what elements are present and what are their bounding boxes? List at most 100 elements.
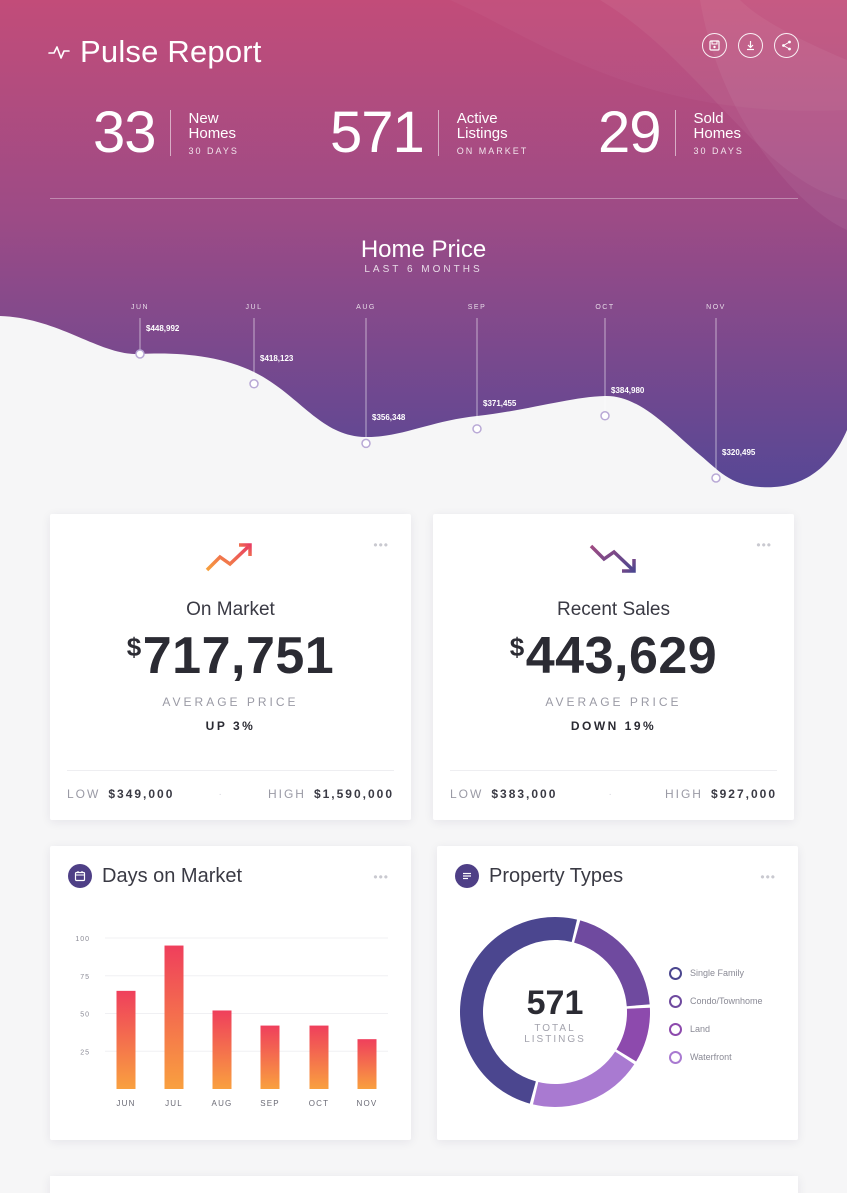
donut-slice[interactable] [459, 917, 578, 1104]
month-label: OCT [595, 304, 615, 311]
stat-value: 571 [330, 100, 425, 165]
average-price-caption: AVERAGE PRICE [162, 695, 299, 709]
donut-slice[interactable] [574, 920, 650, 1007]
legend-marker-icon [669, 966, 682, 980]
month-label: JUN [130, 304, 150, 311]
legend-marker-icon [669, 994, 682, 1008]
x-tick-label: JUL [165, 1099, 183, 1108]
currency-symbol: $ [126, 632, 142, 662]
legend-item: Land [669, 1015, 763, 1043]
total-label-line: LISTINGS [524, 1034, 586, 1045]
low-value: $349,000 [108, 787, 175, 801]
y-tick-label: 75 [80, 974, 90, 981]
home-price-title: Home Price [360, 236, 487, 263]
price-point[interactable] [600, 411, 610, 421]
bar[interactable] [309, 1025, 329, 1089]
month-label: AUG [356, 304, 376, 311]
card-divider [67, 770, 394, 771]
price-amount: 443,629 [525, 627, 718, 685]
total-label-line: TOTAL [534, 1023, 576, 1034]
panel-header: Days on Market [68, 864, 242, 888]
low-value: $383,000 [491, 787, 558, 801]
bar[interactable] [260, 1025, 280, 1089]
high-value: $1,590,000 [313, 787, 394, 801]
stat-label: Listings [456, 124, 508, 142]
price-change: DOWN 19% [570, 719, 657, 733]
stat-label: Sold [693, 109, 724, 127]
month-label: SEP [467, 304, 487, 311]
recent-sales-card: ••• Recent Sales $443,629 AVERAGE PRICE … [433, 514, 794, 820]
bar[interactable] [212, 1010, 232, 1089]
bar[interactable] [357, 1039, 377, 1089]
legend-item: Waterfront [669, 1043, 763, 1071]
currency-symbol: $ [509, 632, 525, 662]
total-listings-label: TOTAL LISTINGS [507, 1023, 603, 1045]
chart-legend: Single Family Condo/Townhome Land Waterfron… [669, 959, 763, 1071]
total-listings-value: 571 [526, 984, 584, 1022]
bar[interactable] [164, 945, 184, 1089]
legend-marker-icon [669, 1022, 682, 1036]
x-tick-label: OCT [309, 1099, 330, 1108]
download-button[interactable] [738, 33, 763, 58]
donut-slice[interactable] [532, 1051, 635, 1107]
calendar-icon [68, 864, 92, 888]
price-label: $320,495 [722, 448, 756, 457]
stat-separator [674, 110, 676, 156]
price-label: $384,980 [611, 385, 645, 395]
app-title-text: Pulse Report [80, 34, 262, 69]
price-point[interactable] [135, 349, 145, 359]
panel-title: Days on Market [102, 864, 243, 887]
trending-down-icon [589, 544, 636, 573]
share-button[interactable] [774, 33, 799, 58]
app-title: Pulse Report [48, 34, 262, 70]
trending-up-icon [205, 543, 252, 572]
download-icon [747, 41, 754, 51]
card-title: On Market [186, 599, 275, 620]
card-divider [450, 770, 777, 771]
y-tick-label: 50 [80, 1012, 90, 1019]
x-tick-label: NOV [357, 1099, 378, 1108]
low-label: LOW [450, 787, 484, 801]
high-label: HIGH [267, 787, 306, 801]
average-price-value: $443,629 [433, 626, 794, 686]
price-point[interactable] [249, 379, 259, 389]
share-icon [782, 40, 791, 51]
price-point[interactable] [711, 473, 721, 483]
low-label: LOW [67, 787, 101, 801]
donut-slice[interactable] [616, 1007, 650, 1062]
legend-label: Condo/Townhome [690, 996, 763, 1006]
price-point[interactable] [472, 424, 482, 434]
x-tick-label: SEP [260, 1099, 280, 1108]
stat-period: 30 DAYS [693, 145, 744, 156]
average-price-value: $717,751 [50, 626, 411, 686]
legend-label: Waterfront [690, 1052, 732, 1062]
average-price-caption: AVERAGE PRICE [545, 695, 682, 709]
on-market-card: ••• On Market $717,751 AVERAGE PRICE UP … [50, 514, 411, 820]
stat-sold-homes: 29 Sold Homes 30 DAYS [598, 104, 744, 162]
month-label: JUL [245, 304, 263, 311]
bar[interactable] [116, 990, 136, 1089]
stat-separator [437, 110, 439, 156]
list-icon [455, 864, 479, 888]
stat-label: Homes [188, 124, 237, 142]
more-options-button[interactable]: ••• [373, 870, 389, 884]
stat-label: Active [456, 109, 498, 127]
stat-value: 29 [598, 100, 662, 165]
stat-active-listings: 571 Active Listings ON MARKET [330, 104, 528, 162]
header-actions [702, 33, 799, 58]
month-label: NOV [706, 304, 726, 311]
property-types-card: Property Types ••• 571 TOTAL LISTINGS Si… [437, 846, 798, 1140]
price-point[interactable] [361, 438, 371, 449]
panel-title: Property Types [489, 864, 624, 887]
legend-item: Condo/Townhome [669, 987, 763, 1015]
save-button[interactable] [702, 33, 727, 58]
more-options-button[interactable]: ••• [760, 870, 776, 884]
price-amount: 717,751 [142, 627, 335, 685]
price-change: UP 3% [205, 719, 256, 733]
high-value: $927,000 [710, 787, 777, 801]
price-label: $418,123 [260, 353, 294, 363]
home-price-subtitle: LAST 6 MONTHS [364, 264, 483, 275]
price-range: LOW $349,000 · HIGH $1,590,000 [67, 787, 394, 801]
legend-item: Single Family [669, 959, 763, 987]
stat-value: 33 [93, 100, 157, 165]
